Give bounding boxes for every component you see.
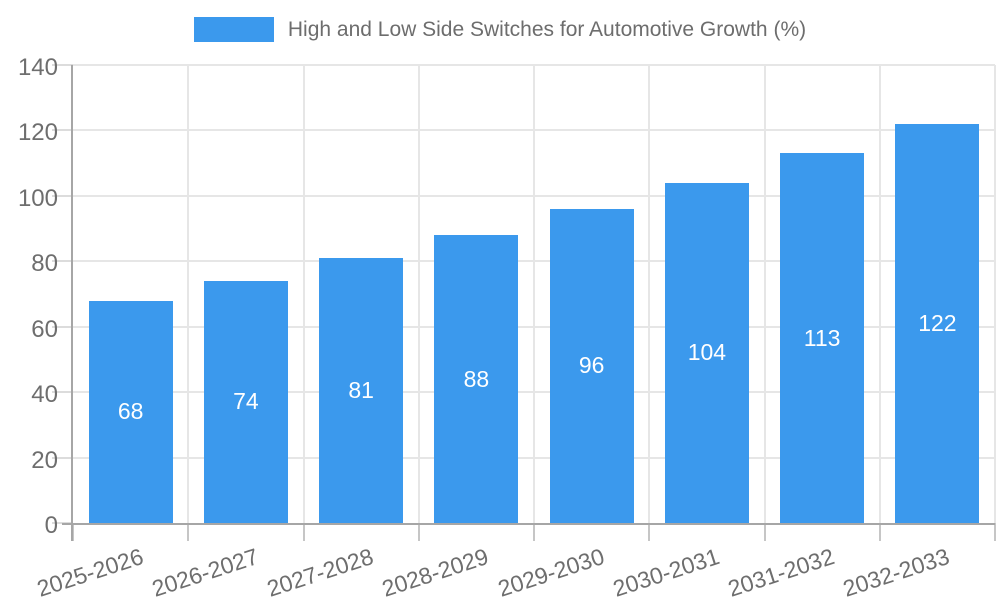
x-axis-tick (187, 523, 190, 541)
v-gridline (763, 65, 766, 523)
bar-value-label: 104 (687, 339, 727, 366)
x-axis-tick (878, 523, 881, 541)
bar-value-label: 96 (578, 352, 605, 379)
y-axis-tick (52, 194, 73, 197)
bar: 96 (549, 208, 634, 523)
bar: 104 (664, 182, 749, 523)
x-axis-line (62, 523, 995, 525)
y-axis-tick-label: 60 (31, 315, 58, 343)
x-axis-tick (533, 523, 535, 541)
v-gridline (533, 65, 535, 523)
y-axis-tick (52, 456, 73, 459)
y-axis-tick-label: 80 (31, 250, 58, 278)
y-axis-tick (52, 64, 73, 66)
y-axis-tick (52, 129, 73, 132)
x-axis-tick (763, 523, 766, 541)
bar: 74 (203, 280, 288, 523)
y-axis-tick (52, 325, 73, 328)
x-axis-tick (417, 523, 420, 541)
legend-swatch (193, 17, 274, 42)
x-axis-tick (648, 523, 651, 541)
y-axis-tick (52, 391, 73, 394)
v-gridline (994, 65, 996, 523)
bar: 113 (780, 153, 865, 523)
v-gridline (302, 65, 305, 523)
bar-value-label: 113 (803, 324, 841, 351)
x-axis-tick (994, 523, 996, 541)
y-axis-tick-label: 120 (17, 119, 58, 147)
bar-value-label: 68 (117, 398, 144, 425)
y-axis-line (71, 65, 73, 541)
legend-label: High and Low Side Switches for Automotiv… (287, 17, 807, 41)
bar-value-label: 88 (463, 365, 490, 392)
bar: 88 (434, 235, 519, 523)
v-gridline (187, 65, 190, 523)
v-gridline (648, 65, 651, 523)
y-axis-tick-label: 140 (17, 54, 58, 81)
bar: 81 (319, 258, 404, 523)
y-axis-tick-label: 40 (31, 381, 58, 409)
v-gridline (417, 65, 420, 523)
legend: High and Low Side Switches for Automotiv… (0, 17, 1000, 42)
bar-value-label: 74 (233, 388, 259, 415)
y-axis-tick-label: 0 (44, 512, 58, 539)
x-axis-tick (72, 523, 74, 541)
y-axis-tick-label: 20 (31, 446, 58, 474)
bar: 68 (88, 300, 173, 523)
y-axis-tick-label: 100 (17, 184, 58, 212)
bar-value-label: 81 (348, 376, 374, 403)
v-gridline (878, 65, 881, 523)
x-axis-tick (302, 523, 305, 541)
y-axis-tick (52, 260, 73, 263)
bar: 122 (895, 123, 980, 523)
bar-value-label: 122 (918, 309, 957, 336)
